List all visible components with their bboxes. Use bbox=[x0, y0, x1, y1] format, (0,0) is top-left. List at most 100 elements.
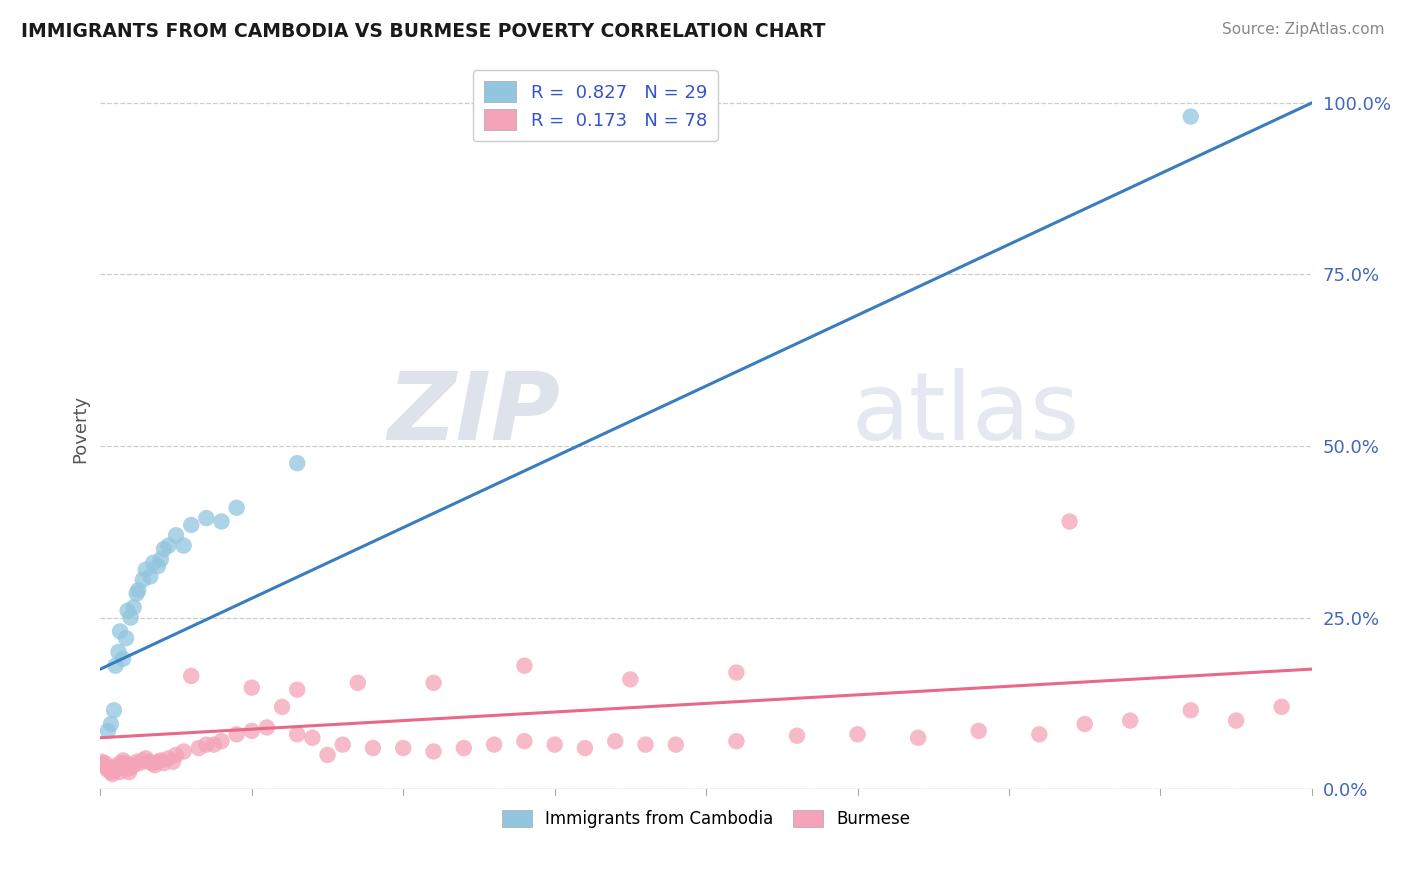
Point bbox=[118, 765, 141, 780]
Point bbox=[195, 511, 218, 525]
Point bbox=[513, 734, 536, 748]
Point bbox=[135, 563, 157, 577]
Point bbox=[103, 703, 125, 717]
Point bbox=[907, 731, 929, 745]
Point bbox=[1073, 717, 1095, 731]
Point bbox=[1180, 703, 1202, 717]
Point bbox=[139, 569, 162, 583]
Point bbox=[97, 723, 120, 738]
Point bbox=[256, 721, 278, 735]
Point bbox=[605, 734, 627, 748]
Point bbox=[271, 699, 294, 714]
Point bbox=[135, 751, 157, 765]
Point bbox=[211, 734, 233, 748]
Point bbox=[132, 573, 155, 587]
Point bbox=[240, 681, 263, 695]
Point bbox=[117, 762, 139, 776]
Point bbox=[361, 741, 384, 756]
Point bbox=[619, 673, 641, 687]
Point bbox=[225, 500, 247, 515]
Point bbox=[112, 753, 135, 767]
Point bbox=[94, 756, 117, 771]
Point bbox=[725, 734, 748, 748]
Point bbox=[112, 652, 135, 666]
Point bbox=[103, 762, 125, 776]
Point bbox=[149, 552, 172, 566]
Point bbox=[1180, 110, 1202, 124]
Text: ZIP: ZIP bbox=[388, 368, 561, 460]
Point bbox=[125, 755, 148, 769]
Point bbox=[146, 755, 169, 769]
Point bbox=[173, 744, 195, 758]
Point bbox=[665, 738, 688, 752]
Point bbox=[128, 756, 150, 771]
Point bbox=[846, 727, 869, 741]
Point bbox=[1271, 699, 1294, 714]
Text: Source: ZipAtlas.com: Source: ZipAtlas.com bbox=[1222, 22, 1385, 37]
Point bbox=[285, 456, 308, 470]
Point bbox=[107, 760, 129, 774]
Legend: Immigrants from Cambodia, Burmese: Immigrants from Cambodia, Burmese bbox=[495, 804, 917, 835]
Point bbox=[104, 658, 127, 673]
Point bbox=[285, 727, 308, 741]
Point bbox=[153, 756, 176, 771]
Point bbox=[1119, 714, 1142, 728]
Point bbox=[90, 755, 112, 769]
Point bbox=[574, 741, 596, 756]
Point bbox=[127, 583, 149, 598]
Point bbox=[725, 665, 748, 680]
Point bbox=[157, 751, 180, 765]
Point bbox=[100, 765, 122, 780]
Point bbox=[187, 741, 209, 756]
Point bbox=[98, 762, 121, 776]
Point bbox=[107, 645, 129, 659]
Point bbox=[165, 528, 187, 542]
Point bbox=[97, 763, 120, 777]
Point bbox=[316, 747, 339, 762]
Point bbox=[1028, 727, 1050, 741]
Point bbox=[114, 758, 136, 772]
Point bbox=[513, 658, 536, 673]
Point bbox=[143, 758, 166, 772]
Point bbox=[93, 758, 115, 772]
Point bbox=[120, 610, 142, 624]
Point bbox=[482, 738, 505, 752]
Text: atlas: atlas bbox=[852, 368, 1080, 460]
Point bbox=[392, 741, 415, 756]
Point bbox=[96, 760, 118, 774]
Point bbox=[105, 758, 128, 772]
Point bbox=[240, 723, 263, 738]
Point bbox=[104, 763, 127, 777]
Point bbox=[225, 727, 247, 741]
Point bbox=[195, 738, 218, 752]
Point bbox=[120, 760, 142, 774]
Point bbox=[122, 758, 145, 772]
Point bbox=[141, 756, 163, 771]
Point bbox=[332, 738, 354, 752]
Point bbox=[202, 738, 225, 752]
Point bbox=[180, 669, 202, 683]
Point bbox=[146, 559, 169, 574]
Point bbox=[101, 767, 124, 781]
Point bbox=[108, 624, 131, 639]
Point bbox=[142, 556, 165, 570]
Point bbox=[165, 747, 187, 762]
Point bbox=[180, 518, 202, 533]
Point bbox=[157, 539, 180, 553]
Point bbox=[422, 676, 444, 690]
Point bbox=[100, 717, 122, 731]
Point bbox=[162, 755, 184, 769]
Point bbox=[346, 676, 368, 690]
Point bbox=[634, 738, 657, 752]
Point bbox=[967, 723, 990, 738]
Point bbox=[110, 756, 132, 771]
Point bbox=[544, 738, 567, 752]
Point bbox=[211, 515, 233, 529]
Point bbox=[108, 765, 131, 780]
Point bbox=[132, 753, 155, 767]
Point bbox=[301, 731, 323, 745]
Point bbox=[138, 755, 160, 769]
Point bbox=[149, 753, 172, 767]
Point bbox=[115, 631, 138, 645]
Point bbox=[453, 741, 475, 756]
